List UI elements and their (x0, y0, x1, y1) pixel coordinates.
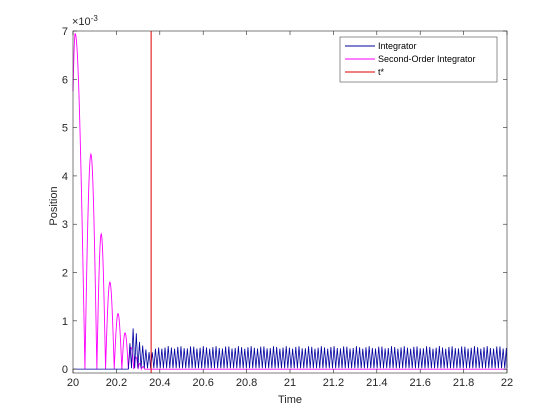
x-tick-label: 21.6 (409, 377, 430, 389)
axes-layer (72, 30, 508, 374)
y-tick-label: 5 (62, 123, 68, 135)
x-tick-label: 21.4 (366, 377, 387, 389)
x-tick-label: 21.2 (323, 377, 344, 389)
y-tick-label: 6 (62, 74, 68, 86)
y-tick-label: 3 (62, 219, 68, 231)
ticks-layer: 20 20.2 20.4 20.6 20.8 21 21.2 21.4 21.6 21.8 22 0 1… (62, 26, 513, 389)
x-axis-label: Time (278, 394, 302, 406)
x-tick-label: 20.4 (149, 377, 170, 389)
axes-box (72, 30, 508, 374)
series-second-order-integrator (72, 33, 507, 371)
y-exponent-label: ×10-3 (72, 14, 98, 28)
y-axis-label: Position (48, 186, 60, 225)
series-integrator (73, 328, 508, 370)
x-tick-label: 20.2 (106, 377, 127, 389)
legend-label-integrator: Integrator (378, 41, 417, 51)
y-tick-label: 0 (62, 364, 68, 376)
legend-label-tstar: t* (378, 67, 385, 77)
x-tick-label: 21.8 (453, 377, 474, 389)
y-tick-label: 4 (62, 171, 68, 183)
legend-label-second-order: Second-Order Integrator (378, 54, 476, 64)
x-tick-label: 21 (284, 377, 296, 389)
x-tick-label: 20.6 (192, 377, 213, 389)
x-tick-label: 22 (501, 377, 513, 389)
legend: Integrator Second-Order Integrator t* (339, 36, 498, 83)
y-tick-label: 2 (62, 268, 68, 280)
series-layer (72, 31, 508, 373)
y-tick-label: 7 (62, 26, 68, 38)
y-tick-label: 1 (62, 316, 68, 328)
x-tick-label: 20 (67, 377, 79, 389)
x-tick-label: 20.8 (236, 377, 257, 389)
